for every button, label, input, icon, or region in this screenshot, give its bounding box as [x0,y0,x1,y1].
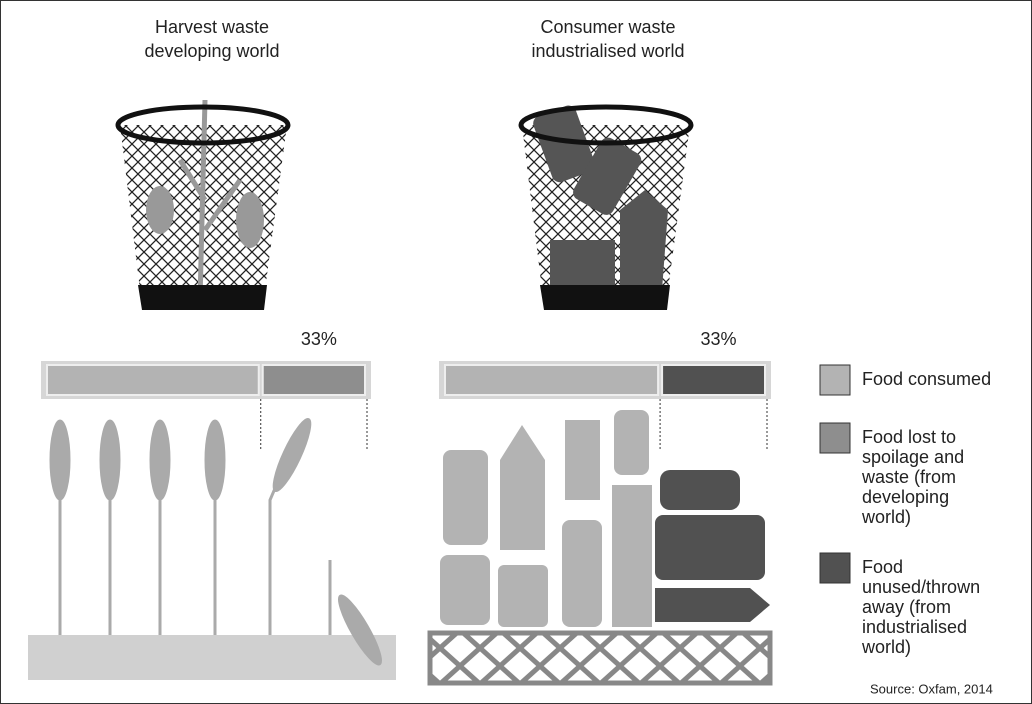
legend-label: world) [861,637,911,657]
legend-label: Food [862,557,903,577]
bar-segment [445,365,658,395]
source: Source: Oxfam, 2014 [870,681,993,696]
legend-swatch [820,423,850,453]
legend-swatch [820,553,850,583]
infographic: Source: Oxfam, 2014 Harvest waste develop… [0,0,1032,704]
bar-segment [263,365,365,395]
legend-label: away (from [862,597,951,617]
bar-segment [662,365,765,395]
legend-label: world) [861,507,911,527]
panel-title: Consumer waste [540,17,675,37]
legend-label: developing [862,487,949,507]
page: Source: Oxfam, 2014 Harvest waste develop… [0,0,1032,704]
legend-label: spoilage and [862,447,964,467]
legend-label: Food lost to [862,427,956,447]
bottles [430,410,770,683]
panel-title: Harvest waste [155,17,269,37]
bar-segment [47,365,259,395]
legend-label: waste (from [861,467,956,487]
legend-label: unused/thrown [862,577,980,597]
consumer-basket [521,103,691,310]
legend-label: industrialised [862,617,967,637]
value-label: 33% [301,329,337,349]
legend-label: Food consumed [862,369,991,389]
panel-title: developing world [144,41,279,61]
harvest-basket [118,100,288,310]
panel-title: industrialised world [531,41,684,61]
legend-swatch [820,365,850,395]
value-label: 33% [701,329,737,349]
wheat-field [28,415,396,680]
